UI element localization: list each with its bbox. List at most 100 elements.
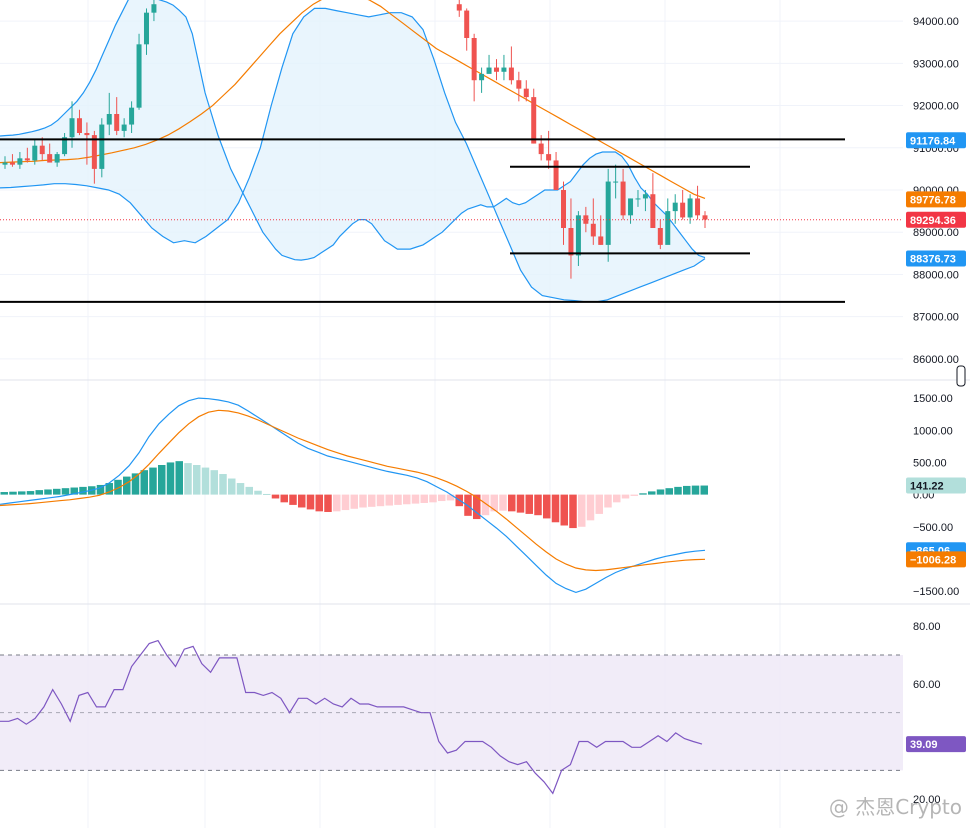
macd-histogram-bar [289, 494, 297, 505]
macd-histogram-bar [551, 494, 560, 523]
macd-histogram-bar [193, 465, 201, 495]
candle-body [538, 143, 544, 155]
price-tick-label: 92000.00 [913, 101, 959, 113]
candle-body [628, 198, 634, 216]
macd-histogram-bar [306, 494, 315, 510]
macd-histogram-bar [333, 494, 341, 512]
macd-tick-label: 1500.00 [913, 393, 953, 405]
macd-histogram-bar [525, 494, 533, 514]
macd-histogram-bar [674, 486, 682, 495]
price-tag-label: 88376.73 [910, 254, 956, 266]
candle-body [121, 124, 127, 131]
rsi-tag-bg [906, 736, 966, 753]
macd-histogram-bar [586, 494, 595, 521]
candle-body [32, 145, 38, 161]
macd-histogram-bar [648, 491, 656, 495]
macd-tick-label: −500.00 [913, 522, 953, 534]
macd-histogram-bar [79, 486, 87, 495]
candle-body [69, 118, 75, 138]
macd-histogram-bar [368, 494, 376, 507]
macd-histogram-bar [184, 463, 192, 495]
candle-body [91, 135, 97, 169]
macd-histogram-bar [438, 494, 446, 502]
candle-body [553, 160, 559, 190]
candle-body [493, 67, 499, 72]
candle-body [486, 67, 492, 74]
candle-body [590, 223, 596, 237]
macd-histogram-bar [53, 488, 61, 495]
macd-tag: −1006.28 [906, 551, 966, 568]
candle-body [680, 202, 686, 218]
macd-tick-label: 1000.00 [913, 425, 953, 437]
candle-body [47, 154, 53, 163]
bollinger-upper-line [0, 0, 706, 261]
macd-histogram-bar [18, 491, 26, 495]
candle-body [17, 158, 23, 165]
price-tick-label: 89000.00 [913, 227, 959, 239]
macd-histogram-bar [683, 485, 691, 495]
price-tag-bg [906, 211, 966, 228]
macd-histogram-bar [280, 494, 288, 503]
macd-histogram-bar [473, 494, 481, 520]
macd-histogram-bar [508, 494, 516, 512]
macd-histogram-bar [578, 494, 586, 527]
candle-body [642, 194, 648, 199]
candle-body [561, 190, 567, 228]
macd-histogram-bar [298, 494, 306, 508]
price-tag: 88376.73 [906, 250, 966, 267]
candle-body [136, 44, 142, 108]
macd-histogram-bar [26, 491, 35, 495]
macd-histogram-bar [613, 494, 621, 503]
price-tag: 91176.84 [906, 132, 966, 149]
macd-histogram-bar [630, 494, 638, 496]
macd-histogram-bar [245, 486, 253, 495]
candle-body [2, 162, 8, 165]
candle-body [531, 97, 537, 144]
macd-histogram-bar [560, 494, 568, 526]
macd-histogram-bar [61, 488, 70, 495]
macd-histogram-bar [543, 494, 551, 519]
macd-histogram-bar [236, 483, 245, 495]
price-tag-label: 91176.84 [910, 135, 956, 147]
macd-histogram-bar [394, 494, 402, 505]
macd-tick-label: 500.00 [913, 457, 947, 469]
macd-histogram-bar [0, 492, 8, 495]
candle-body [479, 73, 485, 81]
candle-body [24, 158, 30, 161]
candle-body [114, 114, 120, 131]
macd-tag-bg [906, 551, 966, 568]
macd-histogram-bar [516, 494, 525, 513]
macd-histogram-bar [691, 485, 700, 495]
price-tag-bg [906, 191, 966, 208]
candle-body [501, 67, 507, 72]
candle-body [54, 154, 60, 163]
macd-histogram-bar [595, 494, 603, 514]
macd-histogram-bar [420, 494, 428, 503]
macd-histogram-bar [114, 479, 122, 495]
macd-histogram-bar [499, 494, 507, 511]
macd-line [0, 397, 706, 594]
macd-histogram-bar [44, 489, 52, 495]
macd-histogram-bar [70, 487, 78, 495]
price-tag-bg [906, 132, 966, 149]
rsi-tick-label: 80.00 [913, 621, 941, 633]
macd-histogram-bar [123, 476, 131, 495]
rsi-tag-label: 39.09 [910, 739, 938, 751]
candle-body [129, 107, 135, 125]
macd-histogram-bar [175, 461, 183, 495]
candle-body [695, 198, 701, 216]
macd-histogram-bar [341, 494, 350, 511]
macd-histogram-bar [385, 494, 393, 506]
macd-histogram-bar [228, 478, 236, 495]
macd-histogram-bar [201, 467, 210, 495]
candle-body [39, 145, 45, 155]
macd-histogram-bar [166, 462, 175, 495]
macd-histogram-bar [569, 494, 577, 529]
price-tag-label: 89294.36 [910, 215, 956, 227]
candle-body [106, 114, 112, 125]
rsi-line [0, 639, 703, 795]
rsi-tag: 39.09 [906, 736, 966, 753]
candle-body [464, 10, 470, 38]
candle-body [516, 80, 522, 89]
